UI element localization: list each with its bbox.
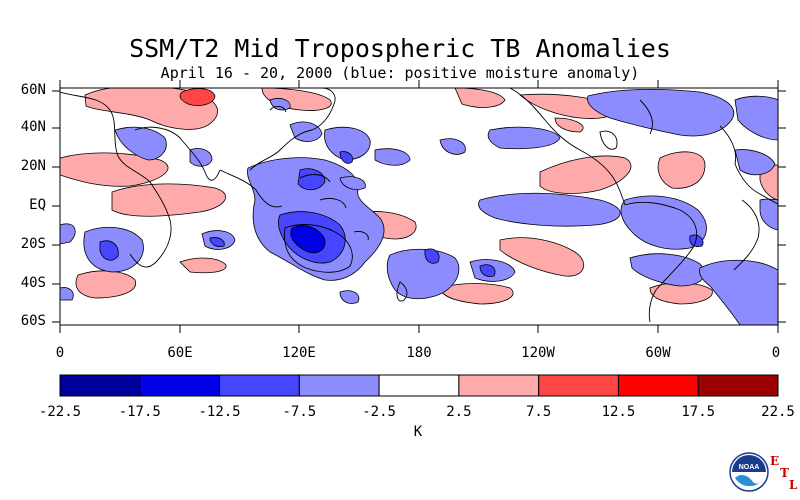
lat-label-40s: 40S [20, 275, 46, 291]
colorbar-level-label: 12.5 [601, 404, 636, 420]
colorbar-swatch [458, 374, 540, 397]
lat-label-40n: 40N [20, 119, 46, 135]
strong-positive-regions [179, 88, 216, 106]
lat-label-60n: 60N [20, 82, 46, 98]
svg-text:NOAA: NOAA [739, 464, 760, 471]
figure-subtitle: April 16 - 20, 2000 (blue: positive mois… [160, 64, 640, 82]
colorbar-level-label: 17.5 [681, 404, 716, 420]
lon-label-60e: 60E [167, 345, 193, 361]
colorbar-swatch [538, 374, 619, 397]
lat-label-eq: EQ [29, 197, 46, 213]
negative-anomaly-regions [60, 89, 778, 325]
colorbar-level-label: 7.5 [526, 404, 552, 420]
etl-letter-e: E [770, 454, 780, 468]
strong-negative-regions [290, 225, 326, 254]
noaa-logo: NOAA [729, 452, 769, 492]
anomaly-contours [60, 88, 778, 325]
colorbar [59, 374, 779, 397]
lon-label-0-west: 0 [55, 345, 65, 361]
colorbar-level-label: 22.5 [761, 404, 795, 420]
coastlines [60, 88, 778, 323]
colorbar-level-label: 2.5 [446, 404, 472, 420]
figure-title: SSM/T2 Mid Tropospheric TB Anomalies [129, 34, 671, 63]
lon-label-120e: 120E [282, 345, 316, 361]
axis-ticks [52, 80, 786, 333]
colorbar-units: K [413, 424, 423, 440]
lon-label-60w: 60W [645, 345, 671, 361]
lon-label-0-east: 0 [771, 345, 781, 361]
colorbar-swatch [298, 374, 380, 397]
colorbar-level-label: -2.5 [362, 404, 396, 420]
noaa-logo-icon: NOAA [729, 452, 769, 492]
lon-label-120w: 120W [521, 345, 555, 361]
colorbar-level-label: -7.5 [282, 404, 317, 420]
etl-letter-l: L [789, 478, 798, 492]
colorbar-swatch [219, 374, 300, 397]
etl-letter-t: T [780, 466, 789, 480]
lat-label-20s: 20S [20, 236, 46, 252]
colorbar-level-label: -12.5 [198, 404, 241, 420]
colorbar-swatch [378, 374, 460, 397]
colorbar-swatch [59, 374, 141, 397]
colorbar-level-label: -17.5 [118, 404, 161, 420]
colorbar-swatch [139, 374, 221, 397]
colorbar-swatch [617, 374, 699, 397]
colorbar-swatch [697, 374, 779, 397]
lon-label-180: 180 [406, 345, 432, 361]
lat-label-20n: 20N [20, 158, 46, 174]
colorbar-level-label: -22.5 [38, 404, 82, 420]
lat-label-60s: 60S [20, 313, 46, 329]
